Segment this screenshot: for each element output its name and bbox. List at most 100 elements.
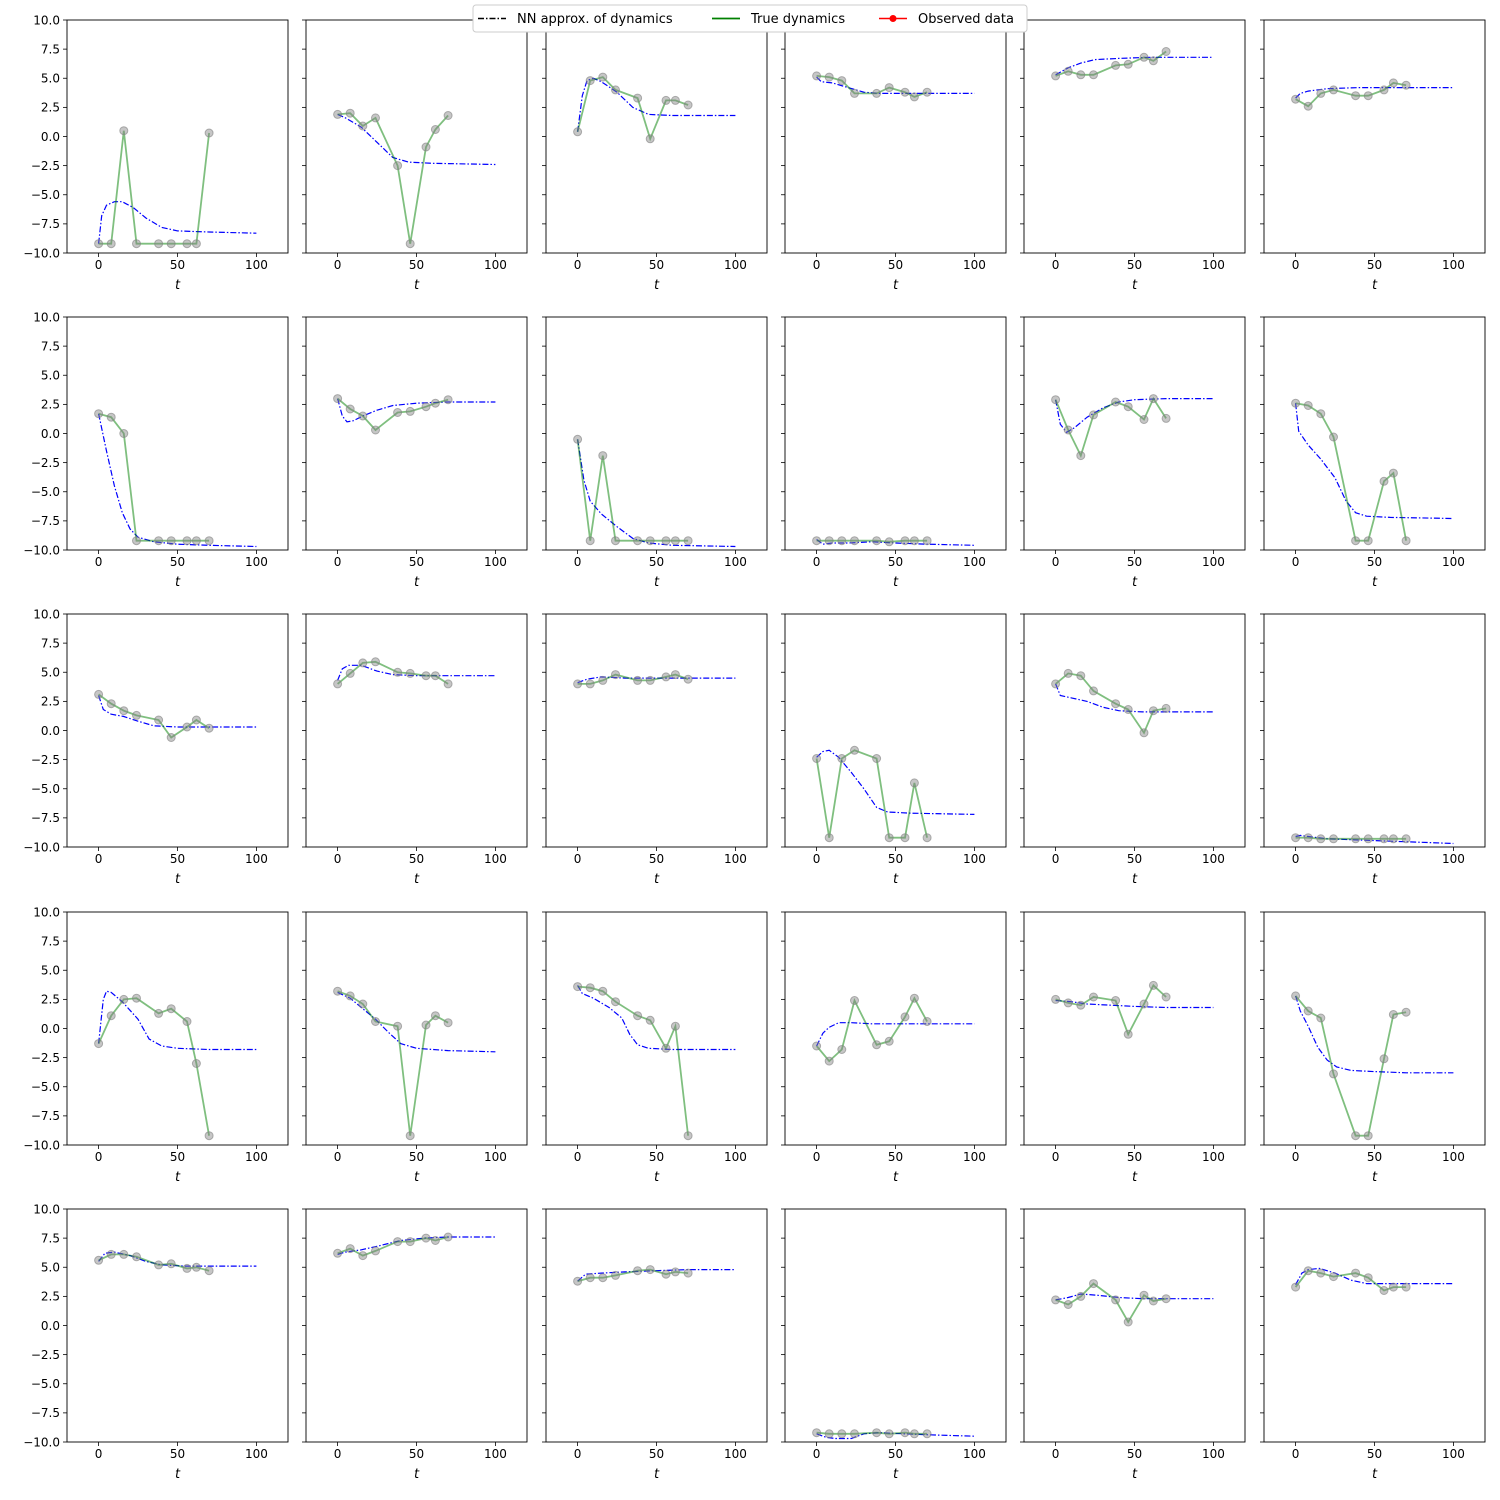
observed-point xyxy=(585,76,595,86)
observed-point xyxy=(166,1259,176,1269)
x-axis-label: t xyxy=(1372,872,1378,887)
x-tick-label: 0 xyxy=(574,1150,582,1164)
observed-point xyxy=(132,1252,141,1262)
x-tick-label: 0 xyxy=(1052,1150,1060,1164)
plot-area xyxy=(1024,20,1245,253)
observed-point xyxy=(909,778,919,788)
observed-point xyxy=(106,1249,116,1259)
subplot-r3-c6: 0 50 100 t xyxy=(1260,613,1486,887)
observed-point xyxy=(1388,1010,1398,1019)
legend: NN approx. of dynamics True dynamics Obs… xyxy=(472,4,1028,33)
observed-point xyxy=(1401,536,1411,546)
x-tick-label: 0 xyxy=(813,852,821,866)
observed-point xyxy=(1303,1006,1313,1016)
observed-point xyxy=(333,679,343,689)
subplot-r4-c6: 0 50 100 t xyxy=(1260,911,1486,1185)
observed-point xyxy=(1401,1282,1411,1292)
observed-point xyxy=(922,87,932,97)
observed-point xyxy=(106,412,116,422)
observed-point xyxy=(900,1012,910,1022)
observed-point xyxy=(1363,1131,1373,1141)
observed-point xyxy=(371,113,380,123)
subplot-r5-c6: 0 50 100 t xyxy=(1260,1208,1486,1482)
y-tick-label: −2.5 xyxy=(31,1051,60,1065)
x-axis-label: t xyxy=(414,278,420,293)
observed-point xyxy=(598,72,608,82)
observed-point xyxy=(645,536,655,546)
observed-point xyxy=(1089,992,1098,1002)
y-tick-label: −5.0 xyxy=(31,1080,60,1094)
x-tick-label: 0 xyxy=(334,555,342,569)
observed-point xyxy=(393,161,403,171)
x-tick-label: 50 xyxy=(1127,258,1142,272)
x-tick-label: 0 xyxy=(1052,258,1060,272)
observed-point xyxy=(611,536,620,546)
observed-point xyxy=(1111,60,1121,70)
x-tick-label: 100 xyxy=(1202,258,1225,272)
x-tick-label: 0 xyxy=(574,1447,582,1461)
plot-area xyxy=(1264,614,1485,847)
nn-approx-line xyxy=(577,676,736,684)
observed-point xyxy=(182,239,192,249)
plot-area xyxy=(67,1209,288,1442)
observed-point xyxy=(430,398,440,408)
x-axis-label: t xyxy=(654,278,660,293)
axes-frame xyxy=(1023,1208,1246,1443)
x-tick-label: 50 xyxy=(170,555,185,569)
observed-point xyxy=(1329,1272,1338,1282)
x-tick-label: 50 xyxy=(409,1447,424,1461)
observed-point xyxy=(119,429,129,438)
observed-point xyxy=(661,1269,671,1279)
observed-point xyxy=(1123,1317,1133,1327)
x-tick-label: 100 xyxy=(1202,555,1225,569)
x-axis-label: t xyxy=(1372,1170,1378,1185)
x-axis-label: t xyxy=(893,278,899,293)
observed-point xyxy=(94,1255,104,1265)
x-tick-label: 100 xyxy=(1442,258,1465,272)
x-tick-label: 0 xyxy=(574,258,582,272)
axes-frame xyxy=(305,19,528,254)
true-dynamics-line xyxy=(98,130,210,245)
nn-approx-line xyxy=(816,539,975,546)
axes-frame xyxy=(1023,613,1246,848)
observed-point xyxy=(132,710,141,720)
y-tick-label: −5.0 xyxy=(31,485,60,499)
legend-entry-observed: Observed data xyxy=(879,12,1014,27)
observed-point xyxy=(1148,706,1158,716)
plot-area xyxy=(785,614,1006,847)
observed-point xyxy=(872,1428,882,1438)
observed-point xyxy=(1076,1291,1086,1301)
nn-approx-line xyxy=(337,664,496,681)
observed-point xyxy=(900,1428,910,1438)
observed-point xyxy=(1123,402,1133,412)
observed-point xyxy=(204,536,214,546)
observed-point xyxy=(1051,994,1061,1004)
observed-point xyxy=(204,723,214,733)
observed-point xyxy=(421,1020,431,1030)
observed-point xyxy=(645,1015,655,1025)
x-tick-label: 100 xyxy=(1202,852,1225,866)
plot-area xyxy=(67,317,288,550)
observed-point xyxy=(1051,71,1061,81)
observed-point xyxy=(94,239,104,249)
plot-area xyxy=(306,317,527,550)
observed-point xyxy=(1401,80,1411,90)
x-tick-label: 100 xyxy=(245,1150,268,1164)
observed-point xyxy=(1363,1273,1373,1283)
plot-area xyxy=(546,614,767,847)
y-tick-label: −7.5 xyxy=(31,1109,60,1123)
observed-point xyxy=(573,434,583,444)
x-axis-label: t xyxy=(175,1467,181,1482)
observed-point xyxy=(812,536,822,546)
legend-label-observed: Observed data xyxy=(918,12,1014,27)
y-tick-label: −5.0 xyxy=(31,188,60,202)
y-tick-label: 5.0 xyxy=(41,369,60,383)
x-axis-label: t xyxy=(893,575,899,590)
observed-point xyxy=(1051,679,1061,689)
x-tick-label: 100 xyxy=(484,1150,507,1164)
observed-point xyxy=(371,425,380,435)
observed-point xyxy=(1351,834,1361,844)
axes-frame xyxy=(305,316,528,551)
observed-point xyxy=(1303,1266,1313,1276)
observed-point xyxy=(661,672,671,682)
